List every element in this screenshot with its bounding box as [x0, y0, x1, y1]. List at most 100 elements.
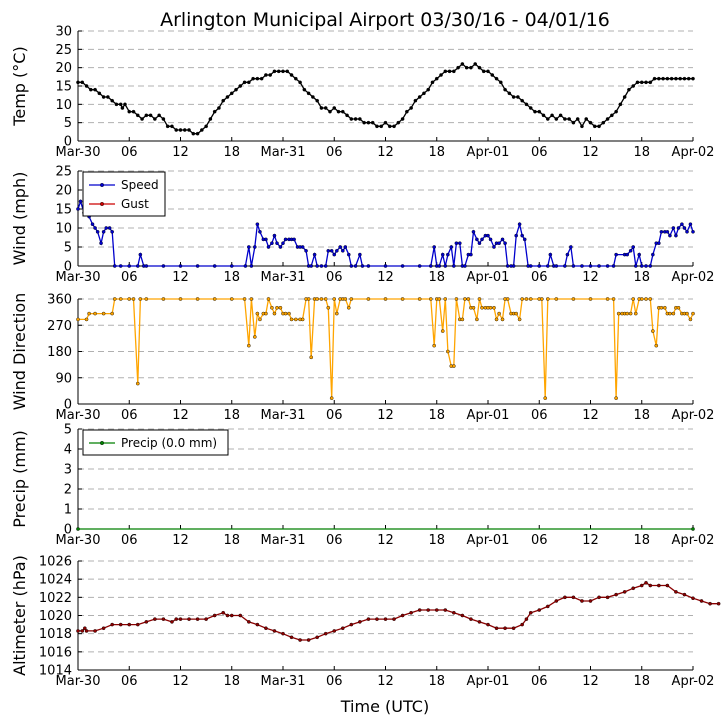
- data-point: [584, 117, 589, 121]
- data-point: [520, 297, 524, 301]
- data-point: [266, 297, 271, 301]
- data-point: [657, 241, 661, 245]
- data-point: [492, 245, 496, 249]
- data-point: [614, 592, 618, 597]
- data-point: [178, 128, 183, 132]
- y-axis-label: Precip (mm): [10, 430, 29, 528]
- panel-0: 0 5 10 15 20 25 30 Mar-30 06 12 18 Mar-31 06 12 18 Apr-…: [10, 25, 714, 161]
- data-point: [300, 317, 305, 322]
- data-point: [460, 317, 465, 322]
- x-tick-label: Mar-30: [56, 145, 101, 160]
- y-tick-label: 0: [64, 398, 72, 413]
- data-point: [447, 69, 452, 74]
- data-point: [258, 229, 262, 234]
- data-point: [272, 233, 277, 238]
- data-point: [691, 76, 695, 81]
- x-tick-label: Apr-02: [672, 408, 715, 423]
- data-point: [631, 586, 636, 591]
- data-point: [349, 264, 354, 268]
- data-point: [499, 80, 503, 85]
- data-point: [452, 610, 456, 615]
- data-point: [494, 626, 499, 631]
- data-point: [625, 311, 630, 316]
- x-tick-label: 06: [121, 408, 138, 423]
- data-point: [464, 65, 469, 70]
- data-point: [605, 264, 610, 268]
- data-point: [255, 222, 260, 226]
- data-point: [360, 264, 365, 268]
- data-point: [112, 297, 117, 301]
- data-point: [302, 87, 307, 92]
- data-point: [511, 95, 516, 99]
- data-point: [463, 297, 467, 301]
- data-point: [336, 109, 341, 114]
- x-tick-label: 06: [531, 533, 548, 548]
- series-line: [77, 199, 694, 267]
- data-point: [135, 381, 140, 386]
- data-point: [300, 245, 305, 249]
- legend-label: Speed: [121, 178, 159, 192]
- data-point: [597, 124, 601, 129]
- data-point: [110, 98, 114, 103]
- data-point: [628, 311, 633, 316]
- data-point: [639, 264, 644, 268]
- data-point: [597, 595, 601, 600]
- data-point: [283, 237, 288, 242]
- data-point: [95, 229, 100, 234]
- data-point: [563, 595, 567, 600]
- data-point: [685, 229, 689, 234]
- x-tick-label: Mar-30: [56, 533, 101, 548]
- legend-box: [82, 171, 166, 217]
- y-tick-label: 270: [47, 319, 72, 334]
- data-point: [107, 226, 112, 230]
- data-point: [148, 113, 153, 118]
- data-point: [335, 248, 339, 253]
- data-point: [343, 297, 348, 301]
- data-point: [281, 69, 285, 74]
- data-point: [454, 297, 459, 301]
- x-tick-label: 12: [582, 270, 599, 285]
- data-point: [475, 237, 479, 242]
- x-tick-label: 12: [377, 674, 394, 689]
- data-point: [592, 124, 597, 129]
- data-point: [332, 106, 337, 110]
- data-point: [345, 113, 349, 118]
- data-point: [106, 95, 110, 99]
- data-point: [520, 622, 524, 627]
- data-point: [648, 80, 653, 85]
- data-point: [671, 311, 676, 316]
- data-point: [413, 98, 418, 103]
- y-tick-label: 1020: [39, 609, 72, 624]
- data-point: [247, 343, 251, 348]
- data-point: [353, 117, 358, 121]
- data-point: [571, 595, 576, 600]
- data-point: [328, 109, 332, 114]
- data-point: [118, 297, 123, 301]
- x-tick-label: 18: [428, 408, 445, 423]
- data-point: [326, 305, 331, 310]
- data-point: [97, 91, 102, 96]
- data-point: [466, 297, 471, 301]
- data-point: [89, 87, 93, 92]
- data-point: [676, 305, 681, 310]
- data-point: [170, 620, 174, 624]
- data-point: [110, 622, 114, 627]
- y-tick-label: 0: [64, 135, 72, 150]
- x-tick-label: Apr-01: [467, 270, 510, 285]
- data-point: [272, 629, 277, 633]
- data-point: [528, 610, 533, 615]
- data-point: [682, 592, 687, 597]
- y-tick-label: 1024: [39, 573, 72, 588]
- data-point: [234, 87, 238, 92]
- data-point: [463, 264, 467, 268]
- data-point: [140, 117, 144, 121]
- data-point: [268, 73, 272, 77]
- data-point: [178, 297, 183, 301]
- data-point: [469, 252, 473, 257]
- data-point: [309, 264, 313, 268]
- data-point: [417, 297, 422, 301]
- legend-label: Precip (0.0 mm): [121, 436, 217, 450]
- data-point: [503, 87, 507, 92]
